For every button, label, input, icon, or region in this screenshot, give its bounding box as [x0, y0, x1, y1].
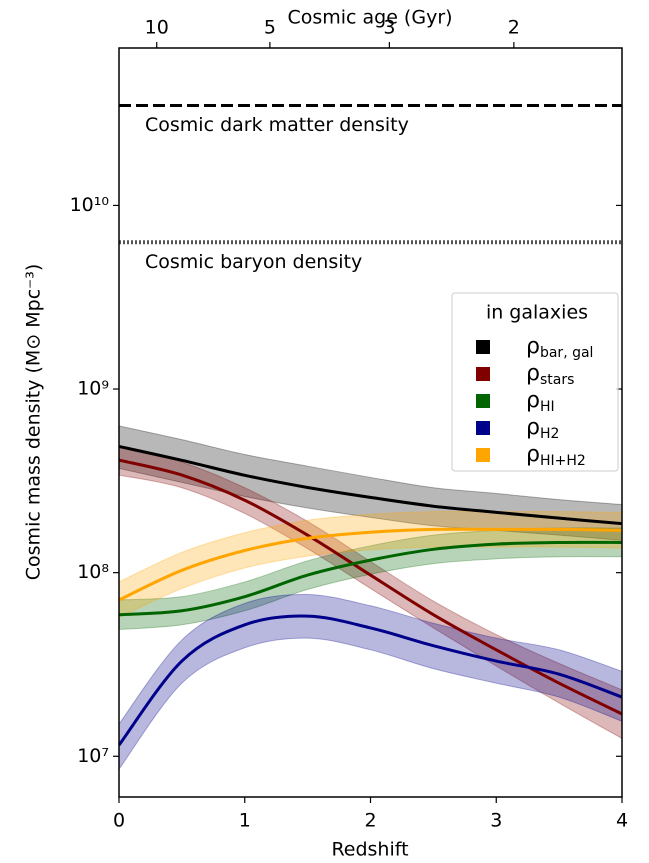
legend-subscript: bar, gal: [540, 345, 593, 361]
legend-label: ρbar, gal: [526, 334, 593, 361]
x-tick-label: 0: [113, 810, 125, 832]
legend-swatch: [476, 340, 490, 354]
legend-subscript: H2: [540, 426, 559, 442]
x-tick-label: 1: [239, 810, 251, 832]
legend-symbol: ρ: [526, 442, 540, 467]
legend-swatch: [476, 367, 490, 381]
legend-symbol: ρ: [526, 388, 540, 413]
legend-subscript: stars: [540, 372, 574, 388]
legend-frame: [451, 292, 619, 472]
x-axis-label: Redshift: [331, 839, 408, 861]
uncertainty-band: [119, 593, 622, 771]
legend-label: ρstars: [526, 361, 574, 388]
legend-swatch: [476, 394, 490, 408]
y-tick-label: 10¹⁰: [70, 194, 109, 216]
x2-tick-label: 10: [145, 17, 169, 39]
uncertainty-band: [119, 445, 622, 740]
y-axis-label: Cosmic mass density (M⊙ Mpc⁻³): [23, 264, 45, 580]
uncertainty-band: [119, 510, 622, 619]
legend-symbol: ρ: [526, 334, 540, 359]
reference-label: Cosmic baryon density: [145, 251, 362, 273]
series-line: [119, 540, 622, 617]
x2-axis-label: Cosmic age (Gyr): [287, 7, 452, 29]
plot-area: [119, 425, 622, 771]
series-line: [119, 527, 622, 602]
uncertainty-band: [119, 527, 622, 631]
legend-symbol: ρ: [526, 415, 540, 440]
legend-symbol: ρ: [526, 361, 540, 386]
legend-label: ρHI: [526, 388, 555, 415]
x2-tick-label: 5: [264, 17, 276, 39]
y-tick-label: 10⁹: [77, 378, 109, 400]
legend-title: in galaxies: [486, 302, 588, 324]
y-tick-label: 10⁸: [77, 561, 109, 583]
series-line: [119, 614, 622, 747]
x-tick-label: 3: [490, 810, 502, 832]
y-tick-label: 10⁷: [77, 745, 109, 767]
x-tick-label: 4: [616, 810, 628, 832]
x2-tick-label: 2: [508, 17, 520, 39]
legend-label: ρHI+H2: [526, 442, 586, 469]
legend-label: ρH2: [526, 415, 559, 442]
legend-subscript: HI+H2: [540, 453, 586, 469]
series-line: [119, 444, 622, 526]
legend-swatch: [476, 448, 490, 462]
legend-swatch: [476, 421, 490, 435]
x-tick-label: 2: [364, 810, 376, 832]
legend-subscript: HI: [540, 399, 555, 415]
reference-label: Cosmic dark matter density: [145, 114, 409, 136]
x2-tick-label: 3: [383, 17, 395, 39]
series-line: [119, 458, 622, 716]
